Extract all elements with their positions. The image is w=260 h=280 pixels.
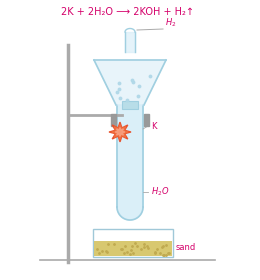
Polygon shape — [117, 105, 143, 220]
Bar — [122, 101, 138, 109]
Text: 2K + 2H₂O ⟶ 2KOH + H₂↑: 2K + 2H₂O ⟶ 2KOH + H₂↑ — [62, 7, 194, 17]
Text: $H_2$: $H_2$ — [165, 17, 177, 29]
Bar — [93, 229, 173, 257]
Polygon shape — [109, 122, 131, 142]
Polygon shape — [112, 125, 128, 139]
Text: $H_2O$: $H_2O$ — [151, 186, 170, 198]
Bar — [94, 241, 172, 256]
Bar — [111, 114, 116, 126]
Polygon shape — [125, 32, 135, 52]
Text: sand: sand — [176, 243, 196, 252]
Polygon shape — [115, 127, 125, 137]
Bar — [144, 114, 149, 126]
Polygon shape — [94, 60, 166, 105]
Text: K: K — [151, 122, 157, 130]
